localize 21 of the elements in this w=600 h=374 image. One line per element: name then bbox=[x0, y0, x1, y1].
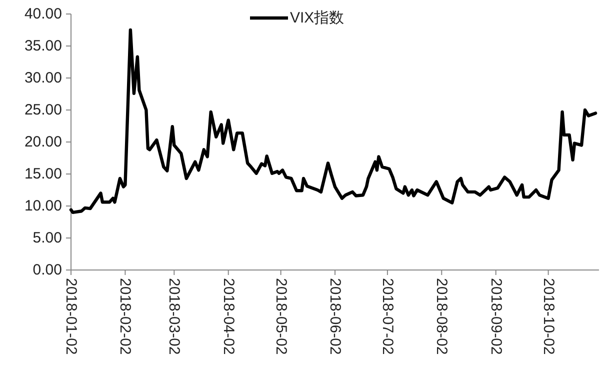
x-tick-label: 2018-06-02 bbox=[326, 278, 344, 355]
y-tick-label: 20.00 bbox=[24, 134, 62, 150]
y-tick-label: 0.00 bbox=[32, 262, 62, 278]
y-tick-label: 5.00 bbox=[32, 230, 62, 246]
x-tick-label: 2018-05-02 bbox=[272, 278, 290, 355]
x-tick-label: 2018-08-02 bbox=[433, 278, 450, 355]
x-tick-label: 2018-04-02 bbox=[220, 278, 237, 355]
y-tick-label: 15.00 bbox=[24, 166, 62, 182]
line-series bbox=[69, 28, 598, 214]
x-tick-label: 2018-09-02 bbox=[487, 278, 504, 355]
x-tick-label: 2018-02-02 bbox=[116, 278, 134, 355]
y-tick-label: 40.00 bbox=[24, 6, 62, 22]
x-tick-label: 2018-10-02 bbox=[540, 278, 557, 355]
x-tick-label: 2018-07-02 bbox=[378, 278, 396, 355]
legend-label: VIX指数 bbox=[290, 10, 344, 26]
y-tick-label: 35.00 bbox=[24, 38, 62, 54]
y-tick-label: 30.00 bbox=[24, 70, 62, 86]
y-tick-label: 10.00 bbox=[24, 198, 62, 214]
x-tick-label: 2018-03-02 bbox=[166, 278, 183, 355]
x-tick-label: 2018-01-02 bbox=[62, 278, 80, 355]
y-tick-label: 25.00 bbox=[24, 102, 62, 118]
